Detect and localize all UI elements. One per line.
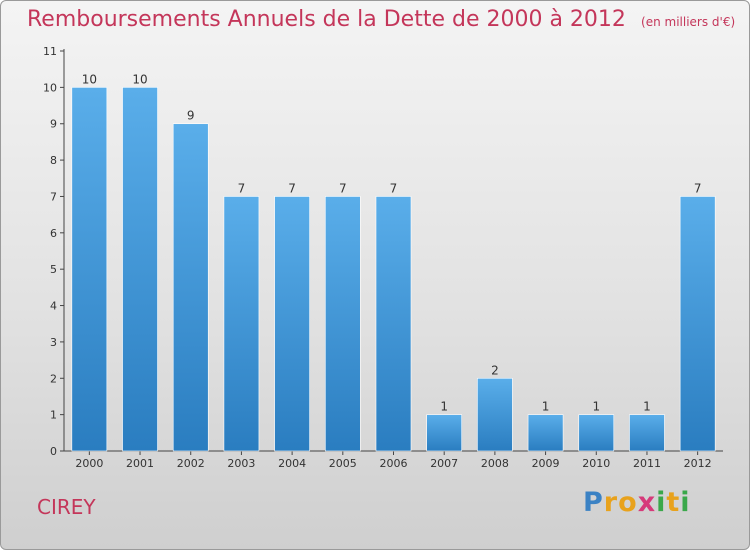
value-label-2006: 7 (390, 181, 398, 195)
chart-title: Remboursements Annuels de la Dette de 20… (27, 7, 626, 32)
value-label-2010: 1 (592, 400, 600, 414)
value-label-2000: 10 (82, 72, 97, 86)
x-tick-label-2004: 2004 (278, 457, 306, 470)
value-label-2003: 7 (238, 181, 246, 195)
title-row: Remboursements Annuels de la Dette de 20… (27, 7, 735, 32)
bar-2008 (477, 377, 513, 452)
x-tick-label-2007: 2007 (430, 457, 458, 470)
bar-2007 (426, 414, 462, 452)
logo-letter: i (656, 487, 667, 518)
x-tick-label-2011: 2011 (633, 457, 661, 470)
proxiti-logo: Proxiti (583, 487, 691, 518)
bar-2005 (325, 196, 361, 452)
x-tick-label-2005: 2005 (329, 457, 357, 470)
x-tick-label-2002: 2002 (177, 457, 205, 470)
x-tick-label-2008: 2008 (481, 457, 509, 470)
y-tick-label: 4 (50, 300, 57, 313)
bar-2009 (527, 414, 564, 452)
logo-letter: r (603, 487, 619, 518)
logo-letter: t (666, 487, 681, 518)
chart-subtitle: (en milliers d'€) (641, 15, 736, 29)
bar-2003 (223, 196, 260, 452)
y-tick-label: 5 (50, 263, 57, 276)
y-tick-label: 10 (43, 81, 57, 94)
bar-2000 (71, 87, 108, 452)
value-label-2001: 10 (132, 72, 147, 86)
x-tick-label-2009: 2009 (532, 457, 560, 470)
bar-2004 (274, 196, 310, 452)
logo-letter: o (618, 487, 638, 518)
bar-2001 (122, 87, 158, 452)
y-tick-label: 11 (43, 45, 57, 58)
bar-2011 (629, 414, 665, 452)
x-tick-label-2000: 2000 (75, 457, 103, 470)
y-tick-label: 6 (50, 227, 57, 240)
chart-bars (71, 87, 716, 452)
y-tick-label: 8 (50, 154, 57, 167)
bar-2010 (578, 414, 615, 452)
y-tick-label: 1 (50, 409, 57, 422)
bar-2006 (375, 196, 412, 452)
x-tick-label-2010: 2010 (582, 457, 610, 470)
x-tick-label-2003: 2003 (227, 457, 255, 470)
commune-name: CIREY (37, 495, 96, 519)
x-tick-label-2012: 2012 (684, 457, 712, 470)
y-tick-label: 2 (50, 372, 57, 385)
chart-value-labels: 10 10 9 7 7 7 7 1 2 1 1 1 7 (82, 72, 702, 413)
bar-2002 (172, 123, 209, 452)
y-tick-label: 9 (50, 118, 57, 131)
value-label-2002: 9 (187, 109, 195, 123)
y-tick-label: 3 (50, 336, 57, 349)
value-label-2009: 1 (542, 400, 550, 414)
y-tick-label: 0 (50, 445, 57, 458)
x-tick-label-2006: 2006 (380, 457, 408, 470)
value-label-2008: 2 (491, 363, 499, 377)
logo-letter: P (583, 487, 604, 518)
value-label-2007: 1 (440, 400, 448, 414)
value-label-2004: 7 (288, 181, 296, 195)
bar-2012 (679, 196, 716, 452)
value-label-2005: 7 (339, 181, 347, 195)
logo-letter: i (680, 487, 691, 518)
y-tick-label: 7 (50, 190, 57, 203)
value-label-2012: 7 (694, 181, 702, 195)
x-tick-label-2001: 2001 (126, 457, 154, 470)
value-label-2011: 1 (643, 400, 651, 414)
logo-letter: x (637, 487, 657, 518)
